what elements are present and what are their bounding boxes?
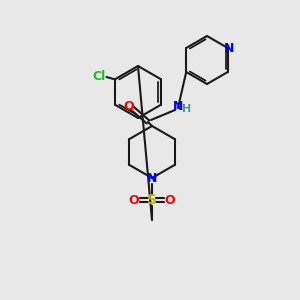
Text: S: S [147, 193, 157, 207]
Text: O: O [129, 194, 139, 206]
Text: Cl: Cl [93, 70, 106, 83]
Text: N: N [224, 41, 234, 55]
Text: O: O [124, 100, 134, 112]
Text: O: O [165, 194, 175, 206]
Text: N: N [147, 172, 157, 185]
Text: N: N [173, 100, 183, 113]
Text: H: H [182, 104, 192, 114]
